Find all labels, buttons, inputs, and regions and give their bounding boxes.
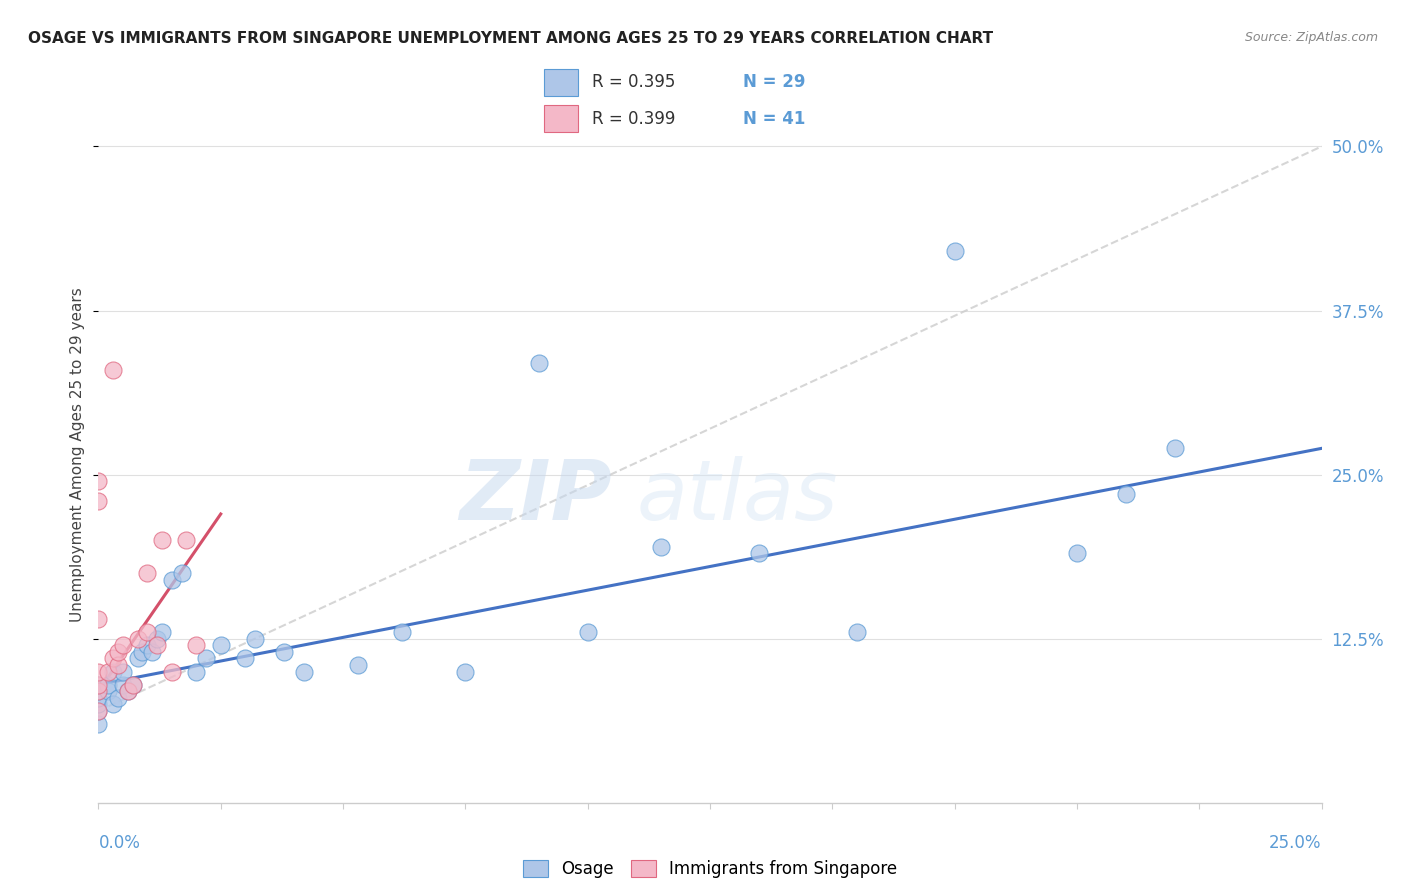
- Point: [97, 665, 120, 679]
- Point: [107, 645, 129, 659]
- Point: [150, 625, 173, 640]
- Text: Source: ZipAtlas.com: Source: ZipAtlas.com: [1244, 31, 1378, 45]
- Point: [136, 625, 159, 640]
- Point: [176, 533, 198, 548]
- Text: OSAGE VS IMMIGRANTS FROM SINGAPORE UNEMPLOYMENT AMONG AGES 25 TO 29 YEARS CORREL: OSAGE VS IMMIGRANTS FROM SINGAPORE UNEMP…: [28, 31, 993, 46]
- Point: [87, 684, 110, 698]
- Point: [87, 612, 110, 626]
- Point: [273, 645, 295, 659]
- Text: N = 29: N = 29: [744, 73, 806, 91]
- Point: [141, 645, 163, 659]
- Y-axis label: Unemployment Among Ages 25 to 29 years: Unemployment Among Ages 25 to 29 years: [70, 287, 86, 623]
- Point: [107, 690, 129, 705]
- Point: [87, 474, 110, 488]
- Text: R = 0.399: R = 0.399: [592, 110, 675, 128]
- Point: [845, 625, 868, 640]
- Point: [87, 684, 110, 698]
- Point: [146, 632, 169, 646]
- Point: [97, 678, 120, 692]
- Point: [527, 356, 550, 370]
- Point: [111, 638, 134, 652]
- Point: [121, 678, 143, 692]
- Point: [160, 573, 183, 587]
- Point: [117, 684, 139, 698]
- Point: [576, 625, 599, 640]
- Point: [160, 665, 183, 679]
- Point: [87, 678, 110, 692]
- Point: [136, 566, 159, 580]
- Point: [87, 665, 110, 679]
- Text: 25.0%: 25.0%: [1270, 834, 1322, 852]
- Point: [101, 698, 124, 712]
- Point: [87, 704, 110, 718]
- Point: [87, 698, 110, 712]
- Point: [346, 657, 368, 672]
- Point: [101, 362, 124, 376]
- Text: ZIP: ZIP: [460, 456, 612, 537]
- Point: [748, 546, 770, 560]
- Text: atlas: atlas: [637, 456, 838, 537]
- Point: [87, 704, 110, 718]
- Point: [131, 645, 153, 659]
- Point: [107, 657, 129, 672]
- FancyBboxPatch shape: [544, 69, 578, 95]
- Point: [127, 651, 149, 665]
- Point: [87, 494, 110, 508]
- Point: [87, 678, 110, 692]
- Point: [209, 638, 232, 652]
- FancyBboxPatch shape: [544, 105, 578, 132]
- Point: [1066, 546, 1088, 560]
- Point: [101, 665, 124, 679]
- Point: [1115, 487, 1137, 501]
- Text: N = 41: N = 41: [744, 110, 806, 128]
- Point: [127, 632, 149, 646]
- Point: [150, 533, 173, 548]
- Point: [170, 566, 193, 580]
- Text: 0.0%: 0.0%: [98, 834, 141, 852]
- Point: [1164, 442, 1187, 456]
- Point: [87, 717, 110, 731]
- Point: [101, 651, 124, 665]
- Point: [243, 632, 266, 646]
- Point: [121, 678, 143, 692]
- Point: [117, 684, 139, 698]
- Point: [650, 540, 672, 554]
- Point: [146, 638, 169, 652]
- Legend: Osage, Immigrants from Singapore: Osage, Immigrants from Singapore: [516, 854, 904, 885]
- Point: [195, 651, 218, 665]
- Point: [97, 684, 120, 698]
- Point: [292, 665, 315, 679]
- Text: R = 0.395: R = 0.395: [592, 73, 675, 91]
- Point: [454, 665, 477, 679]
- Point: [111, 678, 134, 692]
- Point: [391, 625, 413, 640]
- Point: [136, 638, 159, 652]
- Point: [111, 665, 134, 679]
- Point: [87, 690, 110, 705]
- Point: [943, 244, 966, 259]
- Point: [186, 638, 208, 652]
- Point: [233, 651, 256, 665]
- Point: [186, 665, 208, 679]
